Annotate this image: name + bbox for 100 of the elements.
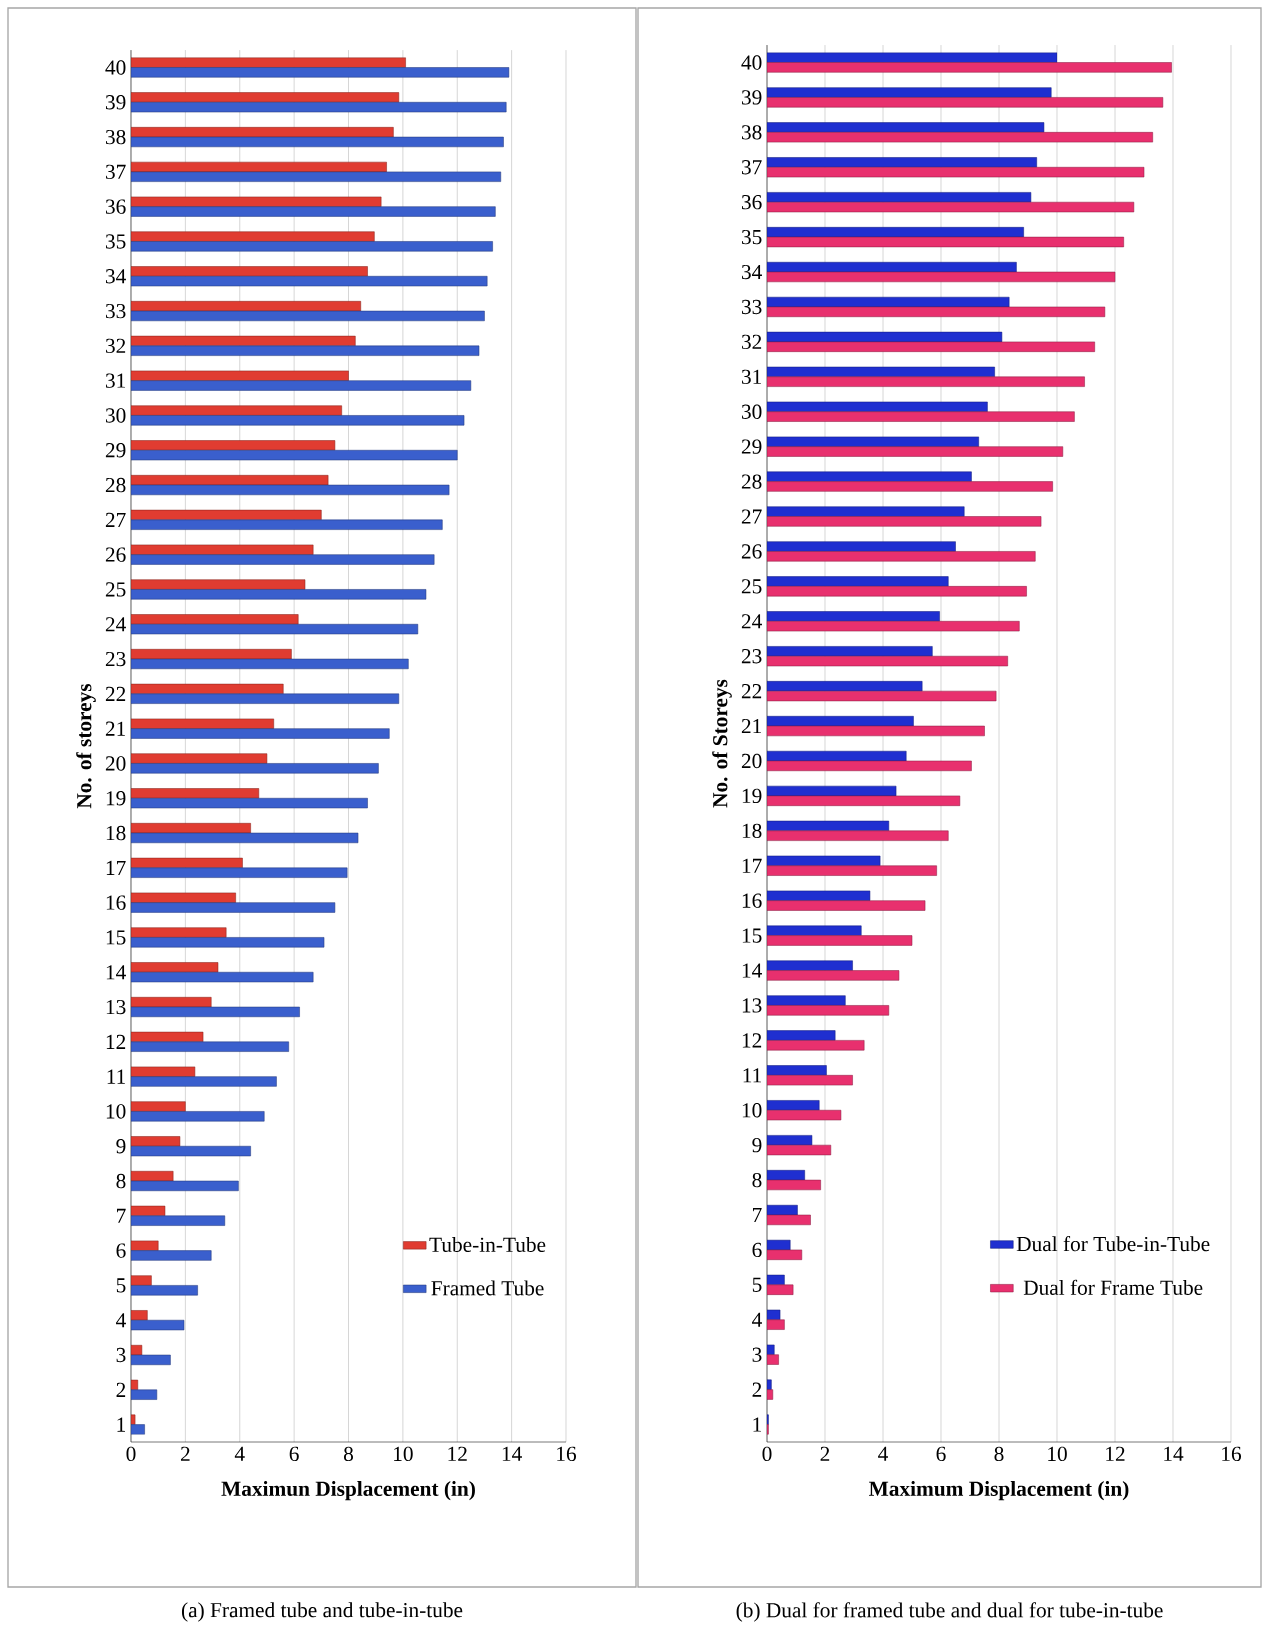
bar [767,541,956,552]
bar [131,902,336,913]
bar [131,1145,251,1157]
bar [767,192,1032,203]
bar [767,1065,827,1076]
x-tick-label: 10 [394,1446,413,1462]
y-tick-label: 21 [741,719,762,734]
bar [131,867,348,878]
legend-label: Dual for Tube-in-Tube [1016,1236,1210,1252]
y-tick-label: 2 [116,1382,126,1397]
bar [767,1214,811,1226]
bar [767,436,979,447]
y-tick-label: 9 [752,1138,762,1153]
y-tick-label: 16 [742,893,762,908]
bar [131,753,268,764]
y-tick-label: 5 [116,1278,126,1293]
bar [767,621,1020,632]
bar [131,579,306,590]
y-tick-label: 21 [105,721,126,736]
y-tick-label: 12 [106,1034,126,1049]
bar [131,1250,212,1261]
y-tick-label: 19 [742,788,762,804]
y-tick-label: 26 [105,547,126,562]
bar [131,1041,289,1052]
y-tick-label: 11 [107,1069,126,1084]
x-tick-label: 14 [1164,1446,1184,1461]
bar [767,865,937,876]
y-tick-label: 18 [742,823,762,839]
y-tick-label: 11 [743,1068,762,1083]
bar [767,1309,781,1321]
bar [767,446,1064,457]
bar [131,484,450,496]
legend-label: Dual for Frame Tube [1023,1279,1203,1295]
y-tick-label: 31 [105,373,126,388]
bar [131,693,400,704]
bar [767,471,972,482]
bar [131,1424,145,1435]
bar [767,62,1172,73]
x-tick-label: 2 [180,1446,190,1461]
y-tick-label: 37 [105,164,126,180]
y-tick-label: 29 [741,439,762,454]
y-tick-label: 36 [741,195,762,210]
bar [767,167,1145,178]
bar [767,925,862,936]
bar [767,1354,779,1365]
bar [131,589,427,600]
bar [131,927,227,938]
y-axis-title: No. of Storeys [712,679,732,808]
text: (b) Dual for framed tube and dual for tube-in-tube [736,1602,1163,1622]
y-axis-title: No. of storeys [76,683,96,809]
bar [131,206,496,217]
x-axis-title: Maximun Displacement (in) [221,1480,475,1501]
bar [131,345,480,356]
bar [131,171,502,182]
bar [767,655,1008,667]
bar [131,276,488,287]
bar [131,971,314,983]
y-tick-label: 38 [105,129,126,145]
bar [767,366,995,378]
x-tick-label: 8 [343,1446,354,1462]
bar [767,576,949,587]
x-tick-label: 4 [234,1446,245,1461]
bar [767,1249,803,1260]
y-tick-label: 7 [117,1208,126,1223]
y-tick-label: 6 [752,1242,762,1258]
x-axis-title: Maximum Displacement (in) [869,1480,1129,1501]
y-tick-label: 34 [105,269,126,284]
y-tick-label: 38 [741,125,762,140]
bar [131,788,260,799]
bar [131,310,485,322]
bar [131,241,493,252]
bar [767,401,988,413]
y-tick-label: 5 [752,1277,762,1292]
bar [131,763,379,774]
y-tick-label: 35 [105,234,126,249]
bar [767,1274,785,1286]
y-tick-label: 15 [742,928,762,943]
bar [131,614,299,625]
bar [767,785,897,797]
bar [767,306,1106,318]
x-tick-label: 16 [557,1446,577,1462]
y-tick-label: 2 [752,1382,762,1397]
y-tick-label: 34 [741,264,762,280]
y-tick-label: 24 [741,614,762,629]
bar [767,1239,791,1251]
y-tick-label: 19 [106,791,126,806]
y-tick-label: 22 [105,686,126,701]
bar [767,271,1116,283]
bar [767,690,997,702]
y-tick-label: 12 [742,1033,762,1048]
bar [767,855,881,867]
bar [131,380,472,391]
y-tick-label: 27 [105,512,126,527]
bar [131,658,409,670]
bar [767,795,961,806]
bar [767,236,1124,248]
bar [767,1075,853,1086]
bar [131,449,458,461]
bar [767,1040,865,1051]
bar [131,92,400,103]
